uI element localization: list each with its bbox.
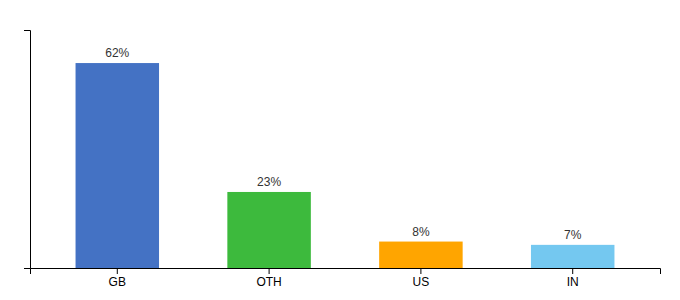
x-tick-label: OTH <box>256 275 281 289</box>
bars <box>76 63 615 268</box>
x-tick-label: US <box>413 275 430 289</box>
data-label: 62% <box>105 46 129 60</box>
bar <box>531 245 614 268</box>
x-tick-label: GB <box>109 275 126 289</box>
x-tick: IN <box>567 268 579 289</box>
plot: 62% 23% 8% 7% GB OTH US IN <box>24 31 661 289</box>
x-tick: GB <box>109 268 126 289</box>
x-tick-mark <box>117 268 118 274</box>
x-tick-label: IN <box>567 275 579 289</box>
x-tick-mark <box>420 268 421 274</box>
data-label: 23% <box>257 175 281 189</box>
x-tick: US <box>413 268 430 289</box>
bar <box>76 63 159 268</box>
y-axis-line <box>24 31 31 269</box>
x-tick-mark <box>269 268 270 274</box>
data-labels: 62% 23% 8% 7% <box>105 46 581 242</box>
bar <box>227 192 310 268</box>
data-label: 8% <box>412 225 430 239</box>
bar <box>379 242 462 268</box>
x-axis-line <box>31 269 661 275</box>
data-label: 7% <box>564 228 582 242</box>
chart: 62% 23% 8% 7% GB OTH US IN <box>0 0 680 300</box>
x-tick-mark <box>572 268 573 274</box>
x-tick: OTH <box>256 268 281 289</box>
x-axis: GB OTH US IN <box>31 268 661 289</box>
y-axis <box>24 31 31 269</box>
